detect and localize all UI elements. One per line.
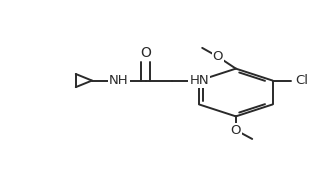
Text: O: O <box>140 46 151 60</box>
Text: NH: NH <box>109 74 129 87</box>
Text: HN: HN <box>189 74 209 87</box>
Text: O: O <box>213 50 223 63</box>
Text: O: O <box>231 124 241 137</box>
Text: Cl: Cl <box>296 74 309 87</box>
